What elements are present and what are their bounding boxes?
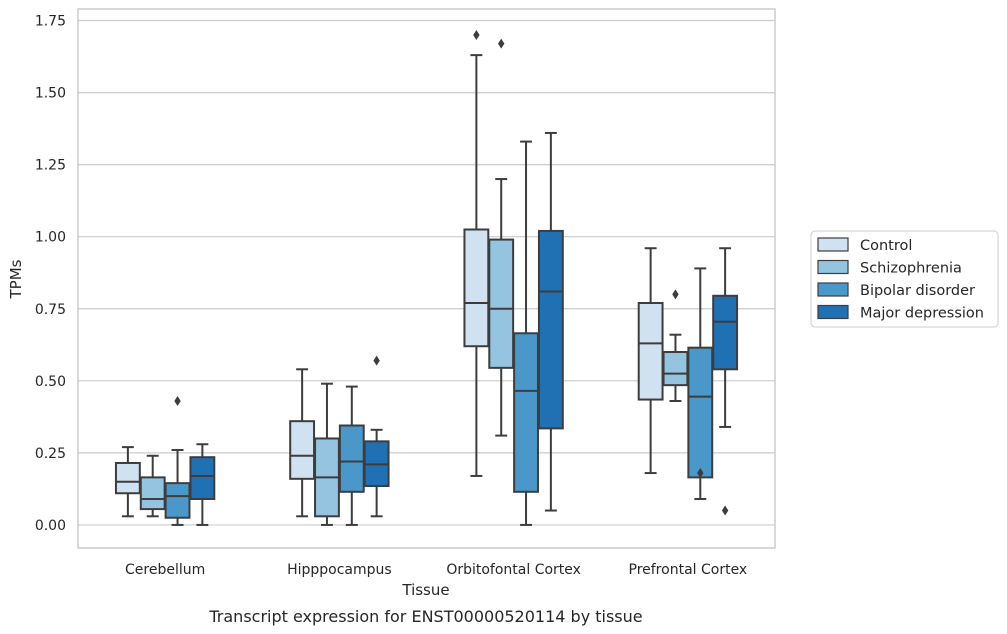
box-orbitofontal-cortex <box>537 131 564 512</box>
legend-swatch <box>817 237 849 252</box>
x-tick-label: Hipppocampus <box>287 562 392 578</box>
y-tick-label: 1.50 <box>35 86 66 102</box>
legend-swatch <box>817 304 849 320</box>
box-prefrontal-cortex <box>712 247 739 516</box>
box-iqr <box>537 229 564 430</box>
legend-frame <box>810 230 999 328</box>
box-iqr <box>114 461 141 495</box>
outlier-marker <box>473 29 480 40</box>
box-iqr <box>164 482 191 519</box>
box-orbitofontal-cortex <box>488 38 515 437</box>
y-tick-label: 0.00 <box>35 518 66 534</box>
series-bipolar-disorder <box>164 140 714 526</box>
y-tick-label: 0.25 <box>35 446 66 462</box>
box-iqr <box>189 456 216 500</box>
legend-label: Control <box>860 238 912 254</box>
y-tick-label: 1.75 <box>35 14 66 30</box>
outlier-marker <box>721 505 729 516</box>
y-axis-ticks: 0.00 0.25 0.50 0.75 1.00 1.25 1.50 1.75 <box>35 14 66 534</box>
legend: Control Schizophrenia Bipolar disorder Majo… <box>810 230 999 328</box>
box-iqr <box>139 476 166 511</box>
box-iqr <box>712 294 739 371</box>
outlier-marker <box>672 289 679 300</box>
box-iqr <box>488 238 515 369</box>
y-tick-label: 0.50 <box>35 374 66 390</box>
series-control <box>114 29 664 518</box>
box-orbitofontal-cortex <box>513 140 539 526</box>
box-iqr <box>513 332 539 493</box>
box-iqr <box>289 420 316 480</box>
x-axis-label: Tissue <box>401 581 449 599</box>
box-iqr <box>637 302 664 401</box>
box-prefrontal-cortex <box>637 247 664 475</box>
box-cerebellum <box>164 396 191 526</box>
outlier-marker <box>697 468 704 479</box>
box-hipppocampus <box>289 368 316 518</box>
x-tick-label: Prefrontal Cortex <box>629 562 748 578</box>
box-iqr <box>338 424 365 493</box>
legend-label: Schizophrenia <box>860 261 962 277</box>
series-major-depression <box>189 131 739 526</box>
plot-area <box>77 8 776 549</box>
box-cerebellum <box>114 446 141 518</box>
plot-border <box>77 8 776 549</box>
box-iqr <box>662 351 689 387</box>
box-series-group <box>114 29 739 526</box>
x-tick-label: Cerebellum <box>125 562 205 578</box>
box-prefrontal-cortex <box>662 289 689 402</box>
y-tick-label: 0.75 <box>35 302 66 318</box>
legend-label: Major depression <box>860 306 984 322</box>
box-cerebellum <box>189 443 216 526</box>
y-tick-label: 1.25 <box>35 158 66 174</box>
box-prefrontal-cortex <box>687 267 714 500</box>
series-schizophrenia <box>139 38 689 526</box>
chart-caption: Transcript expression for ENST0000052011… <box>208 607 642 626</box>
x-axis-ticks: Cerebellum Hipppocampus Orbitofontal Corte… <box>125 562 747 578</box>
outlier-marker <box>174 396 181 406</box>
y-axis-label: TPMs <box>7 259 25 299</box>
legend-swatch <box>817 282 849 297</box>
x-tick-label: Orbitofontal Cortex <box>446 562 581 578</box>
y-tick-label: 1.00 <box>35 230 66 246</box>
gridlines <box>78 19 775 526</box>
outlier-marker <box>498 38 505 49</box>
box-hipppocampus <box>363 355 390 518</box>
outlier-marker <box>373 355 380 366</box>
box-iqr <box>463 228 490 348</box>
legend-swatch <box>817 259 849 275</box>
legend-label: Bipolar disorder <box>860 283 975 299</box>
box-hipppocampus <box>314 382 340 526</box>
box-iqr <box>687 346 714 479</box>
